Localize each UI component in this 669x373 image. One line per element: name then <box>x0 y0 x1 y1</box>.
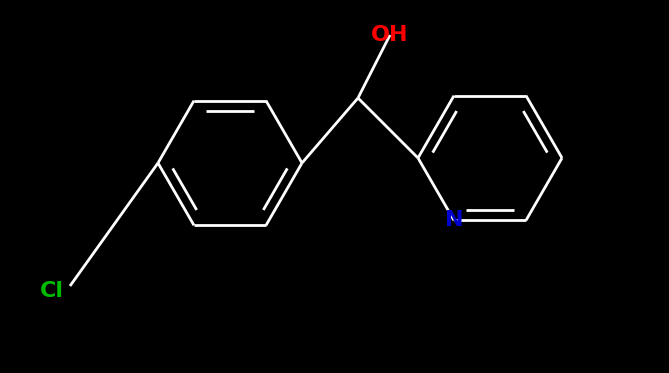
Text: OH: OH <box>371 25 409 45</box>
Text: Cl: Cl <box>40 281 64 301</box>
Text: N: N <box>445 210 463 231</box>
